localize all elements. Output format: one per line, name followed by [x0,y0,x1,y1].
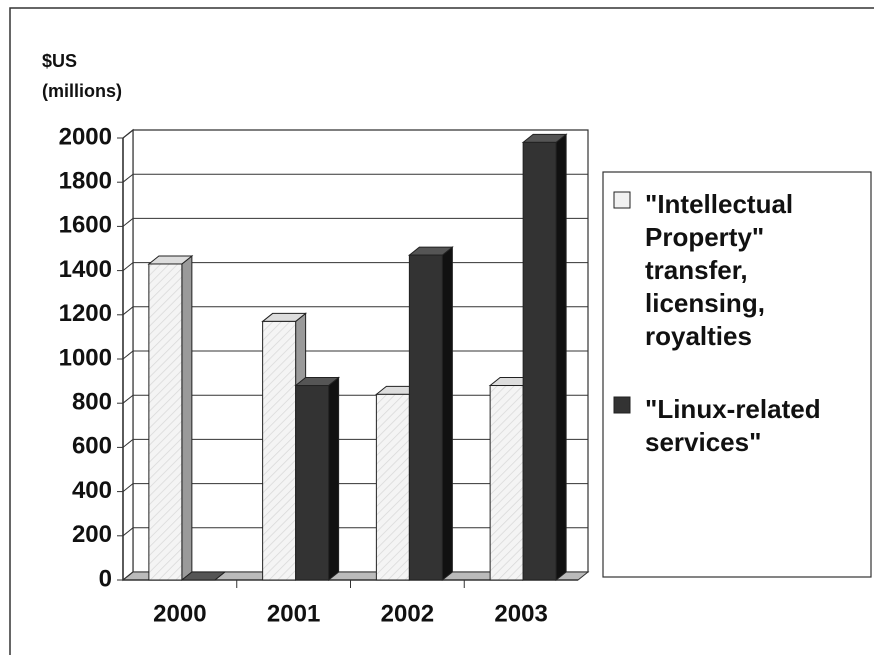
bar-side [328,376,340,582]
y-tick-label: 400 [72,477,112,504]
bar-side [441,246,453,582]
bar-front [295,385,330,581]
y-tick-label: 0 [99,565,112,592]
bar-front [489,385,524,581]
y-axis-label: $US [42,51,77,71]
bar [407,246,454,582]
bar-front [408,254,443,581]
grid-line [122,129,588,139]
bar-front [522,141,557,581]
bar-front [262,320,297,581]
y-tick-label: 2000 [59,123,112,150]
x-tick-label: 2000 [153,600,206,627]
bar-front [375,393,410,581]
y-axis-label: (millions) [42,81,122,101]
y-tick-label: 1000 [59,344,112,371]
bar [147,254,194,582]
bar-side [555,133,567,582]
bar [521,133,568,582]
grid-line [122,217,588,227]
y-tick-label: 1200 [59,300,112,327]
y-tick-label: 1400 [59,256,112,283]
legend-swatch [613,396,631,414]
y-tick-label: 1800 [59,168,112,195]
y-tick-label: 200 [72,521,112,548]
bar-top [180,571,227,581]
bar [294,376,341,582]
x-tick-label: 2003 [494,600,547,627]
legend [602,171,872,578]
legend-swatch [613,191,631,209]
x-tick-label: 2002 [381,600,434,627]
legend-label: "Intellectual Property" transfer, licensing… [645,189,793,351]
y-tick-label: 600 [72,433,112,460]
bar [180,571,227,581]
frame [9,7,874,655]
y-tick-label: 800 [72,389,112,416]
x-tick-label: 2001 [267,600,320,627]
legend-label: "Linux-related services" [645,394,821,457]
bar-side [181,254,193,582]
y-tick-label: 1600 [59,212,112,239]
grid-line [122,173,588,183]
bar-front [148,263,183,581]
